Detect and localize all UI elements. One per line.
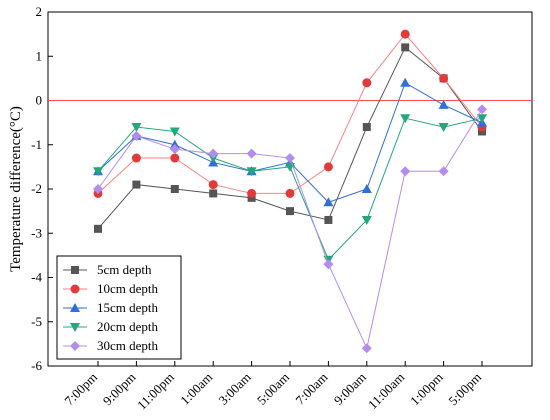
data-point — [93, 184, 103, 194]
data-point — [170, 153, 180, 163]
series-0 — [94, 43, 486, 233]
y-tick-label: 0 — [36, 93, 43, 108]
data-point — [438, 99, 449, 109]
data-point — [285, 153, 295, 164]
data-point — [362, 123, 371, 132]
data-point — [246, 148, 257, 159]
data-point — [361, 343, 372, 354]
legend-item: 5cm depth — [63, 262, 152, 277]
x-tick-label: 7:00pm — [61, 370, 100, 409]
legend-label: 10cm depth — [97, 281, 159, 296]
y-tick-label: 2 — [36, 4, 43, 19]
x-tick-label: 11:00am — [365, 370, 407, 412]
y-axis-label: Temperature difference(°C) — [8, 106, 24, 272]
x-tick-label: 9:00pm — [100, 370, 139, 409]
series-2 — [93, 77, 487, 207]
data-point — [323, 197, 334, 207]
data-point — [324, 215, 333, 224]
data-point — [362, 78, 372, 88]
y-tick-label: -6 — [31, 358, 42, 373]
x-tick-label: 1:00am — [177, 370, 215, 408]
data-point — [400, 77, 411, 87]
data-point — [439, 73, 449, 83]
data-point — [93, 167, 103, 177]
y-tick-label: -1 — [31, 137, 42, 152]
data-point — [401, 43, 410, 52]
y-tick-label: -4 — [31, 270, 42, 285]
y-tick-label: -5 — [31, 314, 42, 329]
data-point — [400, 29, 410, 39]
data-point — [286, 207, 294, 216]
data-point — [169, 127, 180, 137]
legend-marker — [70, 341, 80, 351]
y-tick-label: 1 — [36, 48, 43, 63]
y-tick-label: -3 — [31, 225, 42, 240]
y-tick-label: -2 — [31, 181, 42, 196]
data-point — [169, 144, 180, 155]
legend: 5cm depth 10cm depth 15cm depth 20cm depth 3… — [56, 255, 182, 360]
data-point — [361, 184, 372, 193]
series-line — [97, 46, 483, 230]
legend-item: 30cm depth — [63, 338, 159, 353]
x-tick-label: 5:00pm — [445, 370, 484, 409]
data-point — [247, 188, 257, 198]
series-4 — [93, 104, 487, 354]
data-point — [477, 114, 487, 124]
legend-item: 20cm depth — [63, 319, 159, 334]
series-1 — [93, 29, 487, 198]
legend-label: 20cm depth — [97, 319, 159, 334]
x-tick-label: 9:00am — [331, 370, 369, 408]
data-point — [438, 123, 449, 133]
data-point — [170, 185, 179, 193]
x-tick-label: 11:00pm — [134, 370, 177, 413]
x-tick-label: 3:00am — [216, 370, 254, 408]
data-point — [438, 166, 449, 177]
x-tick-label: 1:00pm — [407, 370, 446, 409]
data-point — [285, 188, 295, 198]
legend-marker — [71, 266, 79, 274]
data-point — [361, 215, 372, 225]
x-tick-label: 5:00am — [254, 370, 292, 408]
data-point — [209, 189, 218, 198]
data-point — [131, 123, 142, 133]
data-point — [208, 148, 219, 159]
legend-marker — [70, 303, 80, 312]
data-point — [132, 180, 141, 189]
data-point — [323, 259, 334, 270]
x-tick-label: 7:00am — [292, 370, 330, 408]
legend-item: 15cm depth — [63, 300, 159, 315]
data-point — [131, 153, 141, 163]
data-point — [477, 104, 487, 115]
legend-item: 10cm depth — [63, 281, 159, 296]
data-point — [208, 180, 218, 190]
series-3 — [93, 114, 487, 265]
data-point — [246, 167, 257, 177]
data-point — [94, 224, 102, 233]
data-point — [323, 162, 333, 172]
series-layer — [93, 29, 487, 354]
legend-label: 30cm depth — [97, 338, 159, 353]
data-point — [400, 114, 411, 124]
legend-label: 5cm depth — [97, 262, 152, 277]
data-point — [400, 166, 411, 177]
legend-marker — [70, 323, 80, 332]
data-point — [131, 130, 142, 141]
legend-label: 15cm depth — [97, 300, 159, 315]
legend-marker — [70, 284, 80, 294]
